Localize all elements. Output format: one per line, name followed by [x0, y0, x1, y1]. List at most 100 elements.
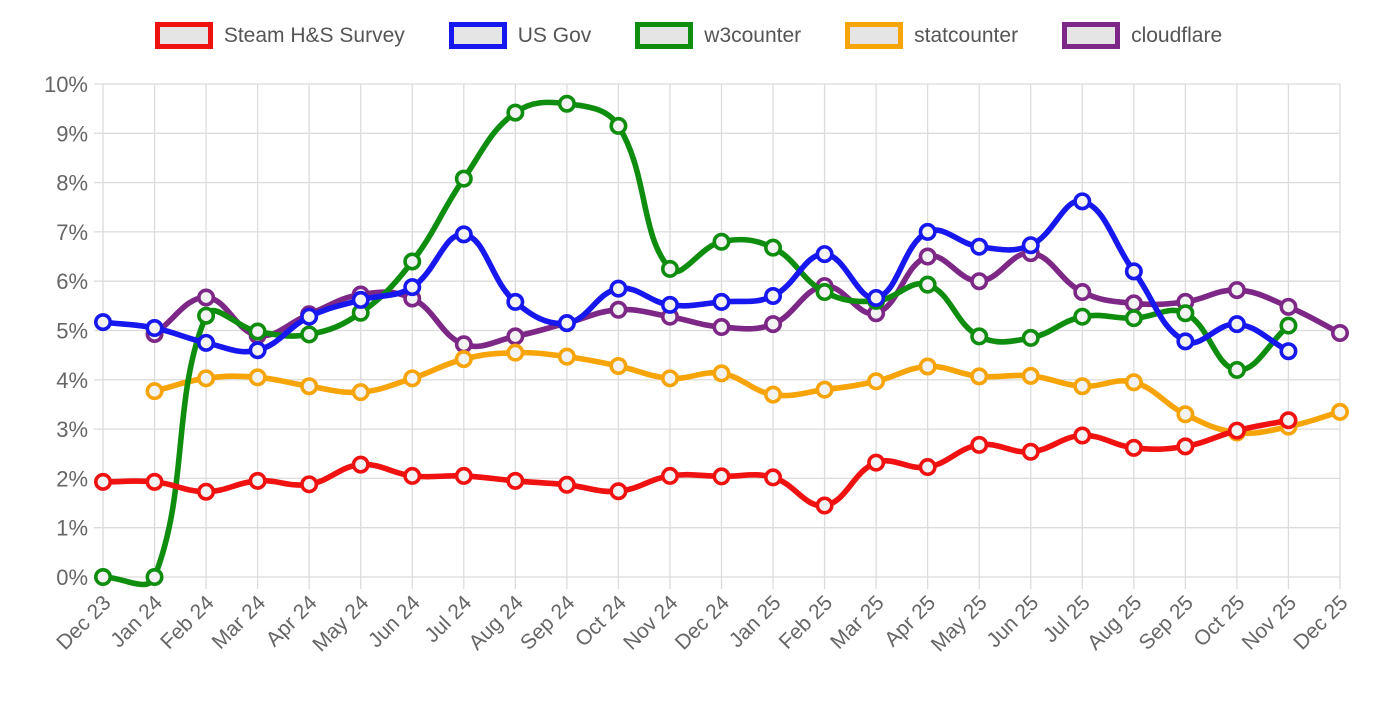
- data-point-statcounter: [197, 369, 216, 388]
- data-point-statcounter: [248, 368, 267, 387]
- data-point-us-gov: [1073, 192, 1092, 211]
- y-tick-label: 4%: [56, 368, 88, 393]
- data-point-w3counter: [1073, 307, 1092, 326]
- data-point-cloudflare: [1227, 281, 1246, 300]
- data-point-statcounter: [1124, 373, 1143, 392]
- data-point-us-gov: [712, 292, 731, 311]
- data-point-cloudflare: [1124, 294, 1143, 313]
- legend-item-cloudflare[interactable]: cloudflare: [1062, 22, 1222, 49]
- data-point-w3counter: [300, 325, 319, 344]
- series-steam-h-s-survey: [94, 411, 1298, 515]
- data-point-cloudflare: [609, 300, 628, 319]
- data-point-steam-h-s-survey: [660, 466, 679, 485]
- data-point-steam-h-s-survey: [712, 467, 731, 486]
- x-tick-label: Aug 25: [1083, 591, 1146, 654]
- data-point-w3counter: [764, 238, 783, 257]
- legend-label: US Gov: [517, 23, 592, 47]
- data-point-us-gov: [609, 279, 628, 298]
- x-tick-label: Dec 24: [671, 591, 735, 655]
- data-point-cloudflare: [1073, 283, 1092, 302]
- data-point-w3counter: [970, 327, 989, 346]
- y-tick-label: 1%: [56, 516, 88, 541]
- data-point-steam-h-s-survey: [197, 482, 216, 501]
- data-point-cloudflare: [764, 315, 783, 334]
- x-tick-label: Jan 24: [106, 591, 167, 652]
- data-point-us-gov: [764, 286, 783, 305]
- data-point-us-gov: [248, 341, 267, 360]
- legend-item-steam-hs-survey[interactable]: Steam H&S Survey: [154, 22, 405, 49]
- legend-label: cloudflare: [1131, 23, 1223, 47]
- data-point-statcounter: [764, 385, 783, 404]
- data-point-cloudflare: [918, 247, 937, 266]
- x-tick-label: Feb 25: [775, 591, 838, 654]
- data-point-us-gov: [970, 237, 989, 256]
- data-point-statcounter: [970, 367, 989, 386]
- series-us-gov: [94, 192, 1298, 361]
- data-point-w3counter: [248, 322, 267, 341]
- data-point-statcounter: [403, 369, 422, 388]
- x-tick-label: Mar 24: [208, 591, 271, 654]
- data-point-cloudflare: [197, 288, 216, 307]
- data-point-w3counter: [145, 567, 164, 586]
- x-tick-label: Dec 23: [52, 591, 115, 654]
- data-point-w3counter: [557, 94, 576, 113]
- legend-swatch-icon: [845, 22, 904, 49]
- data-point-us-gov: [867, 288, 886, 307]
- data-point-statcounter: [506, 343, 525, 362]
- data-point-statcounter: [1176, 405, 1195, 424]
- data-point-us-gov: [660, 295, 679, 314]
- data-point-cloudflare: [454, 335, 473, 354]
- data-point-steam-h-s-survey: [1073, 426, 1092, 445]
- data-point-steam-h-s-survey: [1124, 438, 1143, 457]
- data-point-us-gov: [145, 319, 164, 338]
- data-point-steam-h-s-survey: [1176, 437, 1195, 456]
- data-point-steam-h-s-survey: [1021, 442, 1040, 461]
- y-tick-label: 6%: [56, 269, 88, 294]
- data-point-steam-h-s-survey: [764, 468, 783, 487]
- legend-swatch-icon: [635, 22, 694, 49]
- x-tick-label: Jun 24: [364, 591, 425, 652]
- y-tick-label: 7%: [56, 220, 88, 245]
- data-point-us-gov: [815, 245, 834, 264]
- x-tick-label: May 24: [308, 591, 373, 656]
- legend-label: w3counter: [704, 23, 802, 47]
- data-point-w3counter: [506, 103, 525, 122]
- series-line-statcounter: [151, 349, 1343, 437]
- x-tick-label: Jan 25: [725, 591, 786, 652]
- data-point-steam-h-s-survey: [1279, 411, 1298, 430]
- data-point-w3counter: [1124, 309, 1143, 328]
- data-point-us-gov: [197, 333, 216, 352]
- y-tick-label: 3%: [56, 417, 88, 442]
- data-point-w3counter: [712, 232, 731, 251]
- legend-item-w3counter[interactable]: w3counter: [635, 22, 801, 49]
- y-tick-label: 9%: [56, 121, 88, 146]
- x-tick-label: Feb 24: [156, 591, 219, 654]
- data-point-w3counter: [1279, 316, 1298, 335]
- legend-item-statcounter[interactable]: statcounter: [845, 22, 1018, 49]
- legend-swatch-icon: [1062, 22, 1121, 49]
- data-point-w3counter: [197, 306, 216, 325]
- data-point-statcounter: [815, 380, 834, 399]
- x-tick-label: Sep 24: [516, 591, 580, 655]
- data-point-w3counter: [815, 283, 834, 302]
- data-point-cloudflare: [506, 327, 525, 346]
- legend-swatch-icon: [448, 22, 507, 49]
- data-point-steam-h-s-survey: [1227, 421, 1246, 440]
- data-point-w3counter: [918, 275, 937, 294]
- data-point-steam-h-s-survey: [403, 466, 422, 485]
- data-point-steam-h-s-survey: [867, 453, 886, 472]
- legend-item-us-gov[interactable]: US Gov: [448, 22, 592, 49]
- data-point-statcounter: [145, 382, 164, 401]
- data-point-w3counter: [403, 252, 422, 271]
- data-point-steam-h-s-survey: [815, 496, 834, 515]
- data-point-steam-h-s-survey: [351, 455, 370, 474]
- data-point-steam-h-s-survey: [454, 466, 473, 485]
- data-point-statcounter: [454, 350, 473, 369]
- data-point-w3counter: [454, 169, 473, 188]
- legend-swatch-icon: [154, 22, 213, 49]
- data-point-w3counter: [660, 259, 679, 278]
- data-point-us-gov: [94, 313, 113, 332]
- data-point-us-gov: [351, 290, 370, 309]
